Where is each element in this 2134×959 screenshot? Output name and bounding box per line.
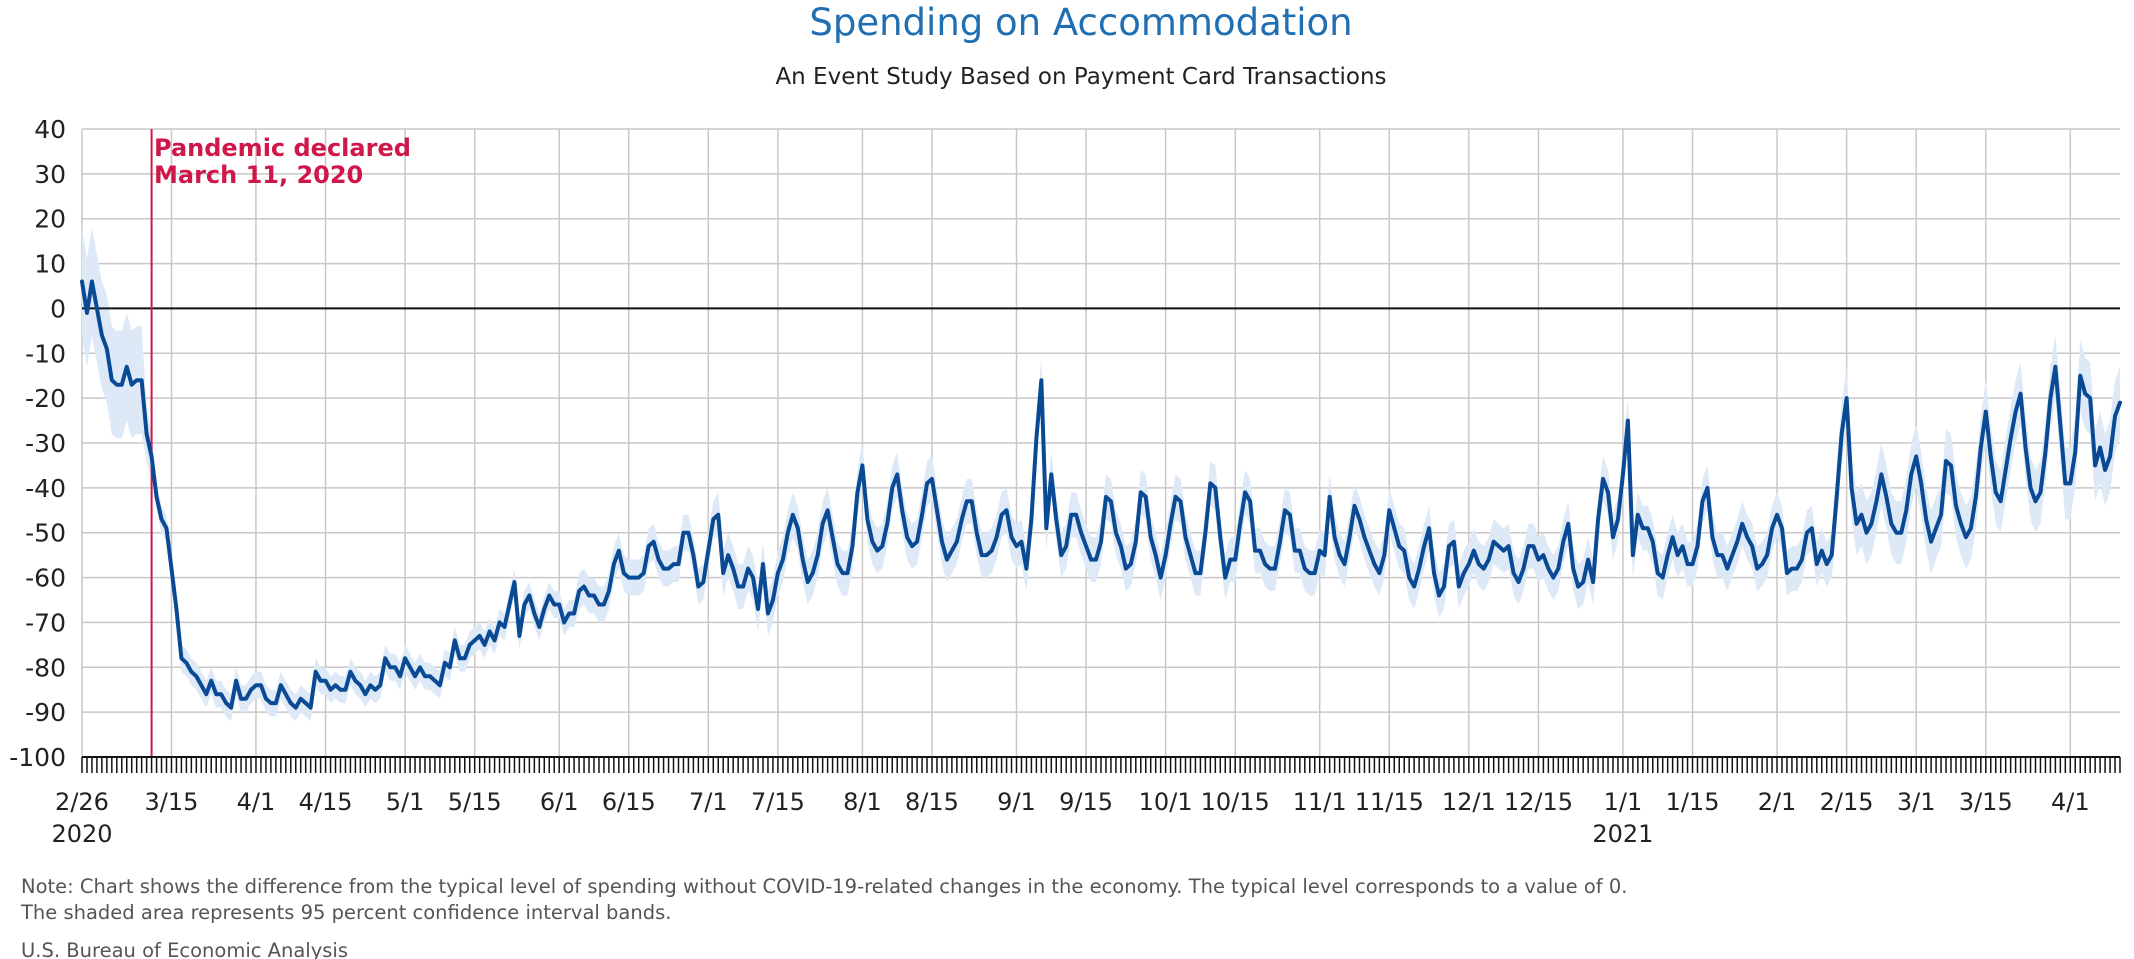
x-tick-label: 3/15 bbox=[1959, 788, 2013, 816]
y-tick-label: 0 bbox=[50, 294, 66, 323]
x-tick-label: 4/15 bbox=[299, 788, 353, 816]
note-line2: The shaded area represents 95 percent co… bbox=[20, 901, 671, 924]
x-tick-label: 9/1 bbox=[997, 788, 1036, 816]
x-tick-label: 2/15 bbox=[1820, 788, 1874, 816]
x-axis bbox=[81, 756, 2121, 773]
y-tick-label: -20 bbox=[25, 384, 66, 413]
y-tick-label: -100 bbox=[9, 743, 66, 772]
y-axis: 40 30 20 10 0 -10 -20 -30 -40 -50 -60 -70 -80 -90 -100 bbox=[9, 115, 66, 772]
y-tick-label: 20 bbox=[34, 205, 66, 234]
x-tick-label: 10/1 bbox=[1139, 788, 1193, 816]
note-line1: Note: Chart shows the difference from th… bbox=[21, 875, 1627, 898]
y-tick-label: -30 bbox=[25, 429, 66, 458]
y-tick-label: -10 bbox=[25, 339, 66, 368]
y-tick-label: -40 bbox=[25, 474, 66, 503]
x-tick-label: 7/15 bbox=[751, 788, 805, 816]
x-tick-year-label: 2021 bbox=[1592, 820, 1653, 848]
y-tick-label: -50 bbox=[25, 519, 66, 548]
x-tick-label: 6/15 bbox=[602, 788, 656, 816]
x-tick-labels: 2/26 2020 3/15 4/1 4/15 5/1 5/15 6/1 6/15 7/1 7/15… bbox=[51, 788, 2089, 848]
x-tick-label: 12/1 bbox=[1442, 788, 1496, 816]
x-tick-year-label: 2020 bbox=[51, 820, 112, 848]
y-tick-label: -90 bbox=[25, 698, 66, 727]
y-tick-label: -60 bbox=[25, 564, 66, 593]
x-tick-label: 3/15 bbox=[145, 788, 199, 816]
chart-title: Spending on Accommodation bbox=[809, 1, 1352, 44]
series-line bbox=[80, 279, 2122, 710]
x-tick-label: 4/1 bbox=[2051, 788, 2090, 816]
y-tick-label: 40 bbox=[34, 115, 66, 144]
x-tick-label: 1/15 bbox=[1666, 788, 1720, 816]
x-tick-label: 8/15 bbox=[905, 788, 959, 816]
x-tick-label: 5/1 bbox=[386, 788, 425, 816]
source-text: U.S. Bureau of Economic Analysis bbox=[21, 939, 348, 959]
x-tick-label: 12/15 bbox=[1504, 788, 1573, 816]
x-tick-label: 11/15 bbox=[1355, 788, 1424, 816]
x-tick-label: 1/1 bbox=[1604, 788, 1643, 816]
y-tick-label: 30 bbox=[34, 160, 66, 189]
annotation-line2: March 11, 2020 bbox=[154, 161, 363, 189]
x-tick-label: 2/1 bbox=[1758, 788, 1797, 816]
y-tick-label: -80 bbox=[25, 653, 66, 682]
x-tick-label: 7/1 bbox=[689, 788, 728, 816]
x-tick-label: 4/1 bbox=[237, 788, 276, 816]
confidence-band bbox=[82, 227, 2120, 722]
x-tick-label: 8/1 bbox=[843, 788, 882, 816]
x-tick-label: 10/15 bbox=[1201, 788, 1270, 816]
y-tick-label: 10 bbox=[34, 250, 66, 279]
x-tick-label: 9/15 bbox=[1059, 788, 1113, 816]
annotation-line1: Pandemic declared bbox=[154, 134, 411, 162]
confidence-band-layer bbox=[82, 227, 2120, 722]
x-tick-label: 11/1 bbox=[1293, 788, 1347, 816]
chart-subtitle: An Event Study Based on Payment Card Tra… bbox=[775, 64, 1386, 90]
grid bbox=[81, 128, 2120, 758]
x-tick-label: 3/1 bbox=[1897, 788, 1936, 816]
y-tick-label: -70 bbox=[25, 608, 66, 637]
x-tick-label: 2/26 bbox=[55, 788, 109, 816]
x-tick-label: 6/1 bbox=[540, 788, 579, 816]
series-line-layer bbox=[80, 279, 2122, 710]
x-tick-label: 5/15 bbox=[448, 788, 502, 816]
